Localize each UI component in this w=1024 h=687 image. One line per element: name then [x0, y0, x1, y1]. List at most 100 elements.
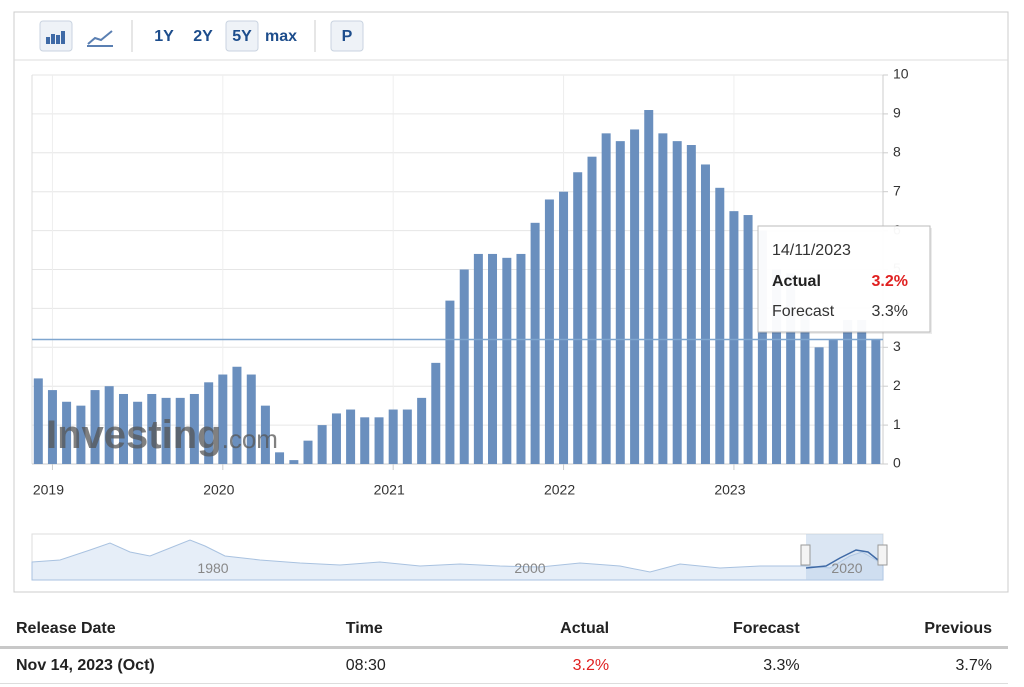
x-tick-label: 2020 — [203, 482, 234, 498]
bar — [133, 401, 143, 464]
bar — [303, 440, 313, 464]
y-tick-label: 1 — [893, 416, 901, 432]
forecast: 3.3% — [625, 647, 816, 684]
bar — [246, 374, 256, 464]
bar-icon — [46, 31, 65, 44]
print-button-label[interactable]: P — [342, 28, 353, 45]
tooltip: 14/11/2023 Actual 3.2% Forecast 3.3% — [757, 225, 932, 334]
bar — [786, 273, 796, 464]
navigator-handle[interactable] — [800, 544, 811, 566]
bar — [317, 425, 327, 464]
navigator-selection[interactable] — [806, 534, 883, 580]
bar — [161, 397, 171, 464]
bar — [587, 156, 597, 464]
bar — [729, 211, 739, 464]
bar — [672, 141, 682, 464]
release-table: Release Date Time Actual Forecast Previo… — [0, 612, 1008, 684]
bar — [445, 300, 455, 464]
bar — [232, 366, 242, 464]
x-tick-label: 2023 — [714, 482, 745, 498]
bar — [260, 405, 270, 464]
y-tick-label: 2 — [893, 377, 901, 393]
navigator: 1980 2000 2020 — [31, 533, 888, 581]
bar — [573, 172, 583, 464]
previous: 3.7% — [815, 647, 1008, 684]
bar — [289, 460, 299, 464]
tooltip-value: 3.3% — [872, 303, 908, 320]
header-cell: Time — [329, 612, 469, 649]
bar — [800, 308, 810, 464]
bar — [47, 390, 57, 464]
x-tick-label: 2022 — [544, 482, 575, 498]
watermark-brand: Investing — [46, 413, 222, 457]
bar — [118, 393, 128, 464]
bar — [644, 110, 654, 464]
header-cell: Release Date — [0, 612, 330, 649]
bar — [189, 393, 199, 464]
bar — [62, 401, 72, 464]
navigator-label: 2000 — [514, 560, 545, 576]
bar — [275, 452, 285, 464]
y-tick-label: 9 — [893, 105, 901, 121]
bar — [360, 417, 370, 464]
range-button[interactable]: 5Y — [232, 28, 252, 45]
header-cell: Forecast — [625, 612, 816, 649]
bar — [757, 230, 767, 464]
navigator-selected-line — [805, 549, 879, 569]
bar — [700, 164, 710, 464]
bar — [814, 347, 824, 464]
bar — [402, 409, 412, 464]
bar — [459, 269, 469, 464]
range-button[interactable]: 1Y — [154, 28, 174, 45]
bar — [630, 129, 640, 464]
bar — [374, 417, 384, 464]
range-button[interactable]: max — [265, 28, 297, 45]
tooltip-date: 14/11/2023 — [772, 242, 851, 259]
x-tick-label: 2021 — [374, 482, 405, 498]
table-header: Release Date Time Actual Forecast Previo… — [0, 612, 1008, 649]
bar — [502, 257, 512, 464]
tooltip-box — [757, 225, 931, 333]
navigator-handle[interactable] — [877, 544, 888, 566]
time: 08:30 — [329, 647, 469, 684]
bar — [90, 390, 100, 464]
bar — [871, 339, 881, 464]
bar — [175, 397, 185, 464]
plot: 01234567891020192020202120222023Investin… — [31, 66, 909, 498]
bar — [686, 145, 696, 464]
bar — [331, 413, 341, 464]
bar — [431, 362, 441, 464]
tooltip-label: Actual — [772, 273, 821, 290]
y-tick-label: 0 — [893, 455, 901, 471]
header-cell: Actual — [468, 612, 626, 649]
y-tick-label: 7 — [893, 182, 901, 198]
x-tick-label: 2019 — [33, 482, 64, 498]
bar — [488, 253, 498, 464]
bar — [417, 397, 427, 464]
chart-widget: 1Y 2Y 5Y max P 0123456789102019202020212… — [13, 11, 1009, 593]
bar — [544, 199, 554, 465]
y-tick-label: 10 — [893, 66, 909, 82]
print-button[interactable] — [330, 20, 364, 52]
bar — [473, 253, 483, 464]
navigator-label: 1980 — [197, 560, 228, 576]
bar — [530, 222, 540, 464]
actual: 3.2% — [468, 647, 626, 684]
bar — [772, 269, 782, 464]
bar — [601, 133, 611, 464]
bar — [559, 191, 569, 464]
line-chart-button[interactable] — [87, 30, 113, 47]
release-date: Nov 14, 2023 (Oct) — [0, 647, 330, 684]
bar — [857, 320, 867, 464]
y-tick-label: 8 — [893, 144, 901, 160]
table-row: Nov 14, 2023 (Oct) 08:30 3.2% 3.3% 3.7% — [0, 647, 1008, 684]
tooltip-label: Forecast — [772, 303, 835, 320]
range-button-selected[interactable] — [225, 20, 259, 52]
watermark: Investing.com — [46, 413, 278, 457]
tooltip-value: 3.2% — [872, 273, 908, 290]
y-tick-label: 3 — [893, 338, 901, 354]
range-button[interactable]: 2Y — [193, 28, 213, 45]
watermark-suffix: .com — [222, 424, 278, 454]
header-cell: Previous — [815, 612, 1008, 649]
